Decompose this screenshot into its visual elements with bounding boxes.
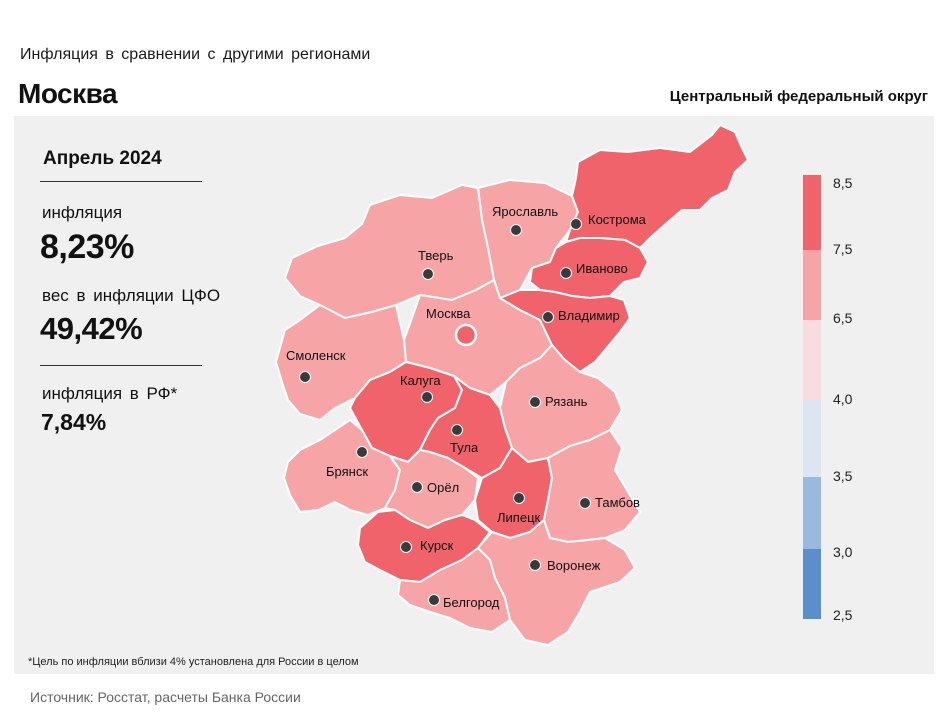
legend-tick-1: 7,5 [833, 241, 853, 257]
city-marker-kaluga[interactable] [422, 392, 433, 403]
city-label-tver: Тверь [418, 248, 454, 263]
city-label-kostroma: Кострома [588, 212, 647, 227]
legend-swatch-0 [803, 175, 821, 250]
city-label-ivanovo: Иваново [576, 261, 628, 276]
footnote: *Цель по инфляции вблизи 4% установлена … [28, 656, 359, 668]
city-marker-moscow[interactable] [456, 325, 476, 345]
city-marker-yaroslavl[interactable] [511, 225, 522, 236]
city-marker-tver[interactable] [423, 269, 434, 280]
legend-swatch-5 [803, 549, 821, 619]
legend-tick-2: 6,5 [833, 310, 853, 326]
source-note: Источник: Росстат, расчеты Банка России [30, 689, 301, 705]
city-marker-ivanovo[interactable] [561, 268, 572, 279]
city-label-kursk: Курск [420, 538, 454, 553]
city-label-tambov: Тамбов [595, 495, 640, 510]
city-label-vladimir: Владимир [558, 308, 620, 323]
legend-swatch-1 [803, 250, 821, 320]
city-label-moscow: Москва [426, 306, 471, 321]
city-label-kaluga: Калуга [400, 373, 441, 388]
legend-swatch-3 [803, 400, 821, 477]
city-marker-oryol[interactable] [412, 482, 423, 493]
city-marker-belgorod[interactable] [429, 595, 440, 606]
city-label-smolensk: Смоленск [286, 348, 346, 363]
region-kostroma[interactable] [566, 125, 748, 248]
city-marker-tambov[interactable] [580, 498, 591, 509]
city-label-tula: Тула [450, 440, 479, 455]
region-map: Ярославль Кострома Тверь Иваново Москва … [0, 0, 950, 713]
legend-tick-6: 2,5 [833, 607, 853, 623]
legend-tick-0: 8,5 [833, 175, 853, 191]
city-label-bryansk: Брянск [326, 464, 368, 479]
city-label-voronezh: Воронеж [547, 558, 601, 573]
city-label-lipetsk: Липецк [497, 510, 541, 525]
city-marker-voronezh[interactable] [530, 560, 541, 571]
city-marker-kostroma[interactable] [571, 219, 582, 230]
city-label-belgorod: Белгород [443, 595, 500, 610]
legend-tick-3: 4,0 [833, 391, 853, 407]
city-label-oryol: Орёл [427, 480, 459, 495]
color-legend: 8,5 7,5 6,5 4,0 3,5 3,0 2,5 [803, 175, 853, 623]
legend-swatch-2 [803, 320, 821, 400]
legend-swatch-4 [803, 477, 821, 549]
city-label-ryazan: Рязань [545, 394, 588, 409]
city-marker-lipetsk[interactable] [514, 493, 525, 504]
legend-tick-4: 3,5 [833, 468, 853, 484]
city-marker-bryansk[interactable] [357, 447, 368, 458]
city-marker-ryazan[interactable] [530, 397, 541, 408]
legend-tick-5: 3,0 [833, 544, 853, 560]
city-marker-kursk[interactable] [401, 542, 412, 553]
city-marker-vladimir[interactable] [543, 312, 554, 323]
city-label-yaroslavl: Ярославль [492, 204, 558, 219]
city-marker-tula[interactable] [452, 425, 463, 436]
city-marker-smolensk[interactable] [300, 372, 311, 383]
